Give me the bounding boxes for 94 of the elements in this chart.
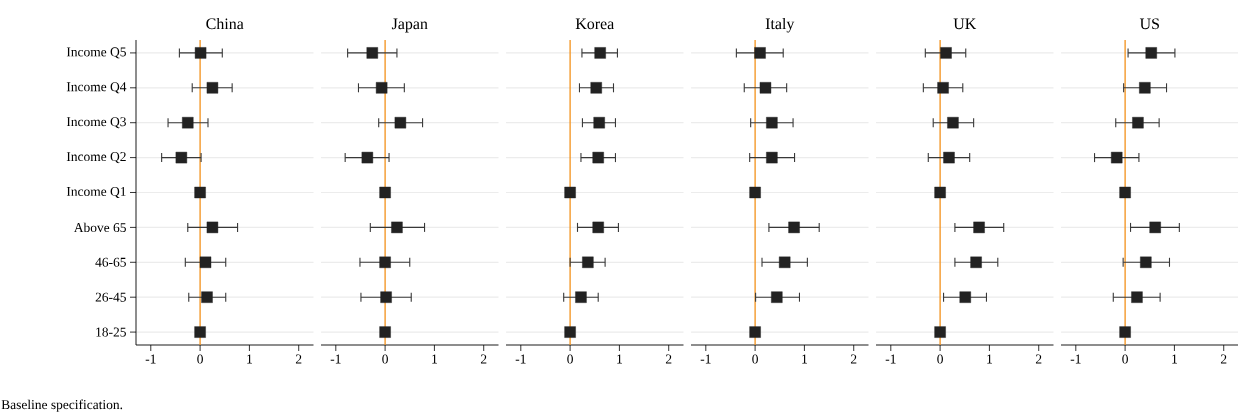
point [379,326,391,338]
point [759,82,772,94]
point [575,291,587,303]
point [206,82,219,94]
y-tick-label: 18-25 [96,327,126,337]
point [766,151,778,164]
x-tick-label: 2 [480,354,487,364]
point [1145,47,1157,59]
point [592,221,604,234]
x-tick-label: 0 [197,354,203,364]
point [947,117,959,129]
point [379,256,391,268]
x-tick-label: 0 [752,354,758,364]
point [206,221,219,234]
point [1131,291,1143,303]
point [1119,186,1131,199]
x-tick-label: 0 [567,354,573,364]
point [959,291,971,303]
point [194,186,206,199]
point [934,326,946,338]
point [199,256,212,268]
point [391,221,403,234]
point [361,151,374,164]
text: Baseline specification. [1,399,123,412]
x-tick-label: 1 [247,354,252,364]
point [778,256,791,268]
point [194,326,206,338]
y-tick-label: Income Q1 [66,186,126,199]
x-tick-label: 1 [802,354,807,364]
point [1140,256,1152,268]
point [582,256,594,268]
x-tick-label: 2 [665,354,672,364]
point [201,291,213,303]
chart-title: UK [953,18,977,30]
x-tick-label: 0 [1122,354,1128,364]
x-tick-label: 1 [1172,354,1177,364]
point [366,47,378,59]
point [934,186,946,199]
point [766,117,778,129]
point [564,326,576,338]
point [970,256,982,268]
y-tick-label: 26-45 [95,292,126,302]
x-tick-label: 2 [1035,354,1042,364]
x-tick-label: 2 [1220,354,1227,364]
point [182,117,194,129]
point [394,117,407,129]
x-tick-label: -1 [515,354,526,364]
point [590,82,602,94]
x-tick-label: 0 [937,354,943,364]
chart-title: China [206,17,244,30]
x-tick-label: 1 [617,354,622,364]
x-tick-label: -1 [145,354,156,364]
y-tick-label: Income Q5 [66,47,126,59]
x-tick-label: 1 [987,354,992,364]
point [1139,82,1151,94]
point [593,117,605,129]
point [788,221,800,234]
y-tick-label: Income Q2 [66,152,126,164]
x-tick-label: -1 [885,354,896,364]
point [1119,326,1131,338]
chart-title: Korea [575,18,615,30]
chart-title: Italy [765,17,795,33]
point [175,151,188,164]
y-tick-label: Income Q4 [66,82,127,94]
point [749,186,761,199]
point [375,82,388,94]
x-tick-label: 1 [432,354,437,364]
x-tick-label: -1 [700,354,711,364]
x-tick-label: 2 [850,354,857,364]
x-tick-label: -1 [330,354,341,364]
y-tick-label: Income Q3 [66,117,126,129]
x-tick-label: 2 [295,354,302,364]
point [1111,151,1123,164]
point [380,291,392,303]
chart-title: US [1139,18,1159,30]
point [194,47,207,59]
point [973,221,985,234]
x-tick-label: 0 [382,354,388,364]
point [754,47,766,59]
point [940,47,952,59]
point [749,326,761,338]
point [1132,117,1144,129]
x-tick-label: -1 [1070,354,1081,364]
chart-title: Japan [391,18,428,33]
point [564,186,576,199]
point [937,82,949,94]
point [594,47,606,59]
point [771,291,783,303]
y-tick-label: 46-65 [95,257,126,267]
y-tick-label: Above 65 [73,222,126,233]
point [592,151,604,164]
point [1149,221,1161,234]
point [943,151,955,164]
point [379,186,391,199]
